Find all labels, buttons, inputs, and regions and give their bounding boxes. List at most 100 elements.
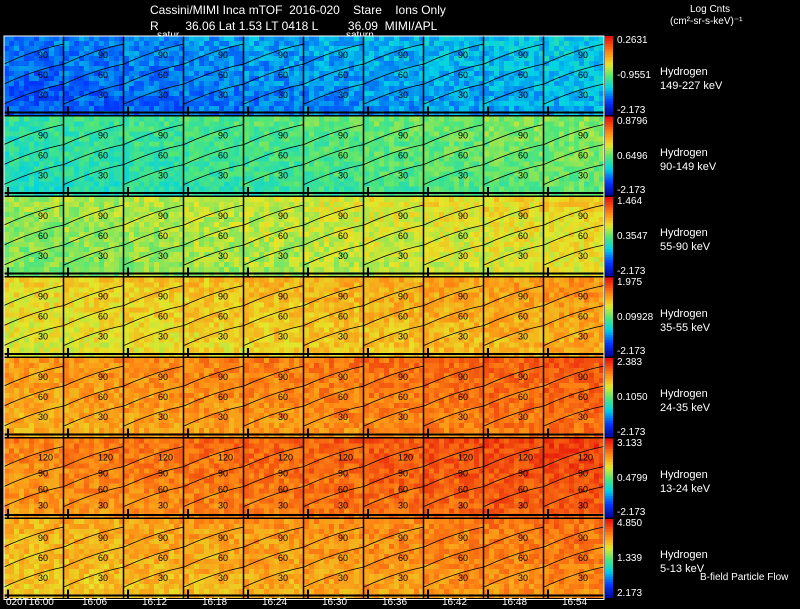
energy-time-panel — [363, 519, 425, 600]
angle-label: 90 — [218, 211, 228, 221]
colorbar — [605, 519, 613, 598]
angle-label: 60 — [398, 70, 408, 80]
angle-label: 90 — [398, 372, 408, 382]
angle-label: 90 — [398, 50, 408, 60]
angle-label: 30 — [518, 171, 528, 181]
angle-label: 90 — [518, 211, 528, 221]
angle-label: 30 — [458, 332, 468, 342]
colorbar-max: 0.2631 — [617, 35, 648, 46]
angle-label: 60 — [518, 70, 528, 80]
angle-label: 30 — [98, 90, 108, 100]
angle-label: 30 — [398, 501, 408, 511]
angle-label: 60 — [158, 70, 168, 80]
angle-label: 30 — [398, 171, 408, 181]
angle-label: 30 — [98, 171, 108, 181]
species-label: Hydrogen — [660, 66, 708, 78]
angle-label: 60 — [278, 312, 288, 322]
energy-time-panel — [63, 519, 125, 600]
angle-label: 30 — [218, 90, 228, 100]
angle-label: 90 — [98, 131, 108, 141]
angle-label: 60 — [518, 312, 528, 322]
angle-label: 30 — [578, 412, 588, 422]
angle-label: 60 — [218, 553, 228, 563]
angle-label: 30 — [578, 332, 588, 342]
angle-label: 60 — [578, 151, 588, 161]
angle-label: 30 — [578, 90, 588, 100]
angle-label: 30 — [218, 251, 228, 261]
angle-label: 120 — [218, 453, 233, 463]
angle-label: 30 — [218, 501, 228, 511]
energy-time-panel — [483, 519, 545, 600]
energy-time-panel — [3, 116, 65, 197]
angle-label: 30 — [338, 251, 348, 261]
angle-label: 30 — [158, 412, 168, 422]
energy-range-label: 90-149 keV — [660, 160, 717, 173]
energy-time-panel — [123, 438, 185, 519]
angle-label: 60 — [158, 485, 168, 495]
angle-label: 30 — [158, 332, 168, 342]
angle-label: 90 — [518, 372, 528, 382]
angle-label: 90 — [578, 131, 588, 141]
colorbar-mid: 1.339 — [617, 553, 643, 564]
colorbar-max: 2.383 — [617, 357, 643, 368]
angle-label: 120 — [578, 453, 593, 463]
angle-label: 60 — [338, 392, 348, 402]
angle-label: 60 — [578, 485, 588, 495]
energy-time-panel — [363, 277, 425, 358]
angle-label: 60 — [98, 312, 108, 322]
energy-time-panel — [3, 519, 65, 600]
energy-time-panel — [3, 438, 65, 519]
energy-time-panel — [183, 197, 245, 278]
colorbar-min: -2.173 — [617, 265, 646, 277]
angle-label: 60 — [278, 70, 288, 80]
angle-label: 30 — [38, 332, 48, 342]
colorbar — [605, 197, 613, 276]
angle-label: 60 — [98, 485, 108, 495]
angle-label: 30 — [278, 171, 288, 181]
angle-label: 60 — [158, 553, 168, 563]
angle-label: 60 — [98, 392, 108, 402]
energy-time-panel — [483, 197, 545, 278]
angle-label: 30 — [398, 412, 408, 422]
energy-time-panel — [303, 197, 365, 278]
angle-label: 30 — [278, 251, 288, 261]
angle-label: 30 — [398, 332, 408, 342]
angle-label: 120 — [98, 453, 113, 463]
plot-title: Cassini/MIMI Inca mTOF 2016-020 Stare Io… — [150, 3, 446, 17]
energy-time-panel — [123, 116, 185, 197]
energy-range-label: 5-13 keV — [660, 563, 705, 575]
colorbar-min: 2.173 — [617, 587, 643, 599]
angle-label: 60 — [518, 392, 528, 402]
angle-label: 60 — [518, 231, 528, 241]
energy-time-panel — [303, 438, 365, 519]
energy-time-panel — [123, 277, 185, 358]
energy-time-panel — [363, 36, 425, 117]
species-label: Hydrogen — [660, 468, 708, 481]
angle-label: 30 — [38, 573, 48, 583]
angle-label: 60 — [278, 553, 288, 563]
angle-label: 90 — [38, 372, 48, 382]
angle-label: 60 — [38, 312, 48, 322]
time-tick-label: 16:42 — [442, 597, 468, 608]
energy-time-panel — [303, 277, 365, 358]
angle-label: 120 — [278, 453, 293, 463]
angle-label: 90 — [458, 372, 468, 382]
angle-label: 60 — [278, 392, 288, 402]
species-label: Hydrogen — [660, 146, 708, 159]
angle-label: 90 — [398, 469, 408, 479]
angle-label: 60 — [398, 231, 408, 241]
angle-label: 60 — [98, 70, 108, 80]
angle-label: 60 — [218, 151, 228, 161]
angle-label: 90 — [98, 292, 108, 302]
angle-label: 90 — [338, 211, 348, 221]
colorbar-mid: 0.1050 — [617, 392, 648, 403]
angle-label: 90 — [578, 211, 588, 221]
energy-time-panel — [303, 519, 365, 600]
energy-time-panel — [423, 116, 485, 197]
energy-time-panel — [243, 277, 305, 358]
time-tick-label: 16:54 — [562, 597, 588, 608]
angle-label: 60 — [338, 151, 348, 161]
angle-label: 90 — [218, 469, 228, 479]
energy-time-panel — [483, 116, 545, 197]
angle-label: 90 — [458, 469, 468, 479]
